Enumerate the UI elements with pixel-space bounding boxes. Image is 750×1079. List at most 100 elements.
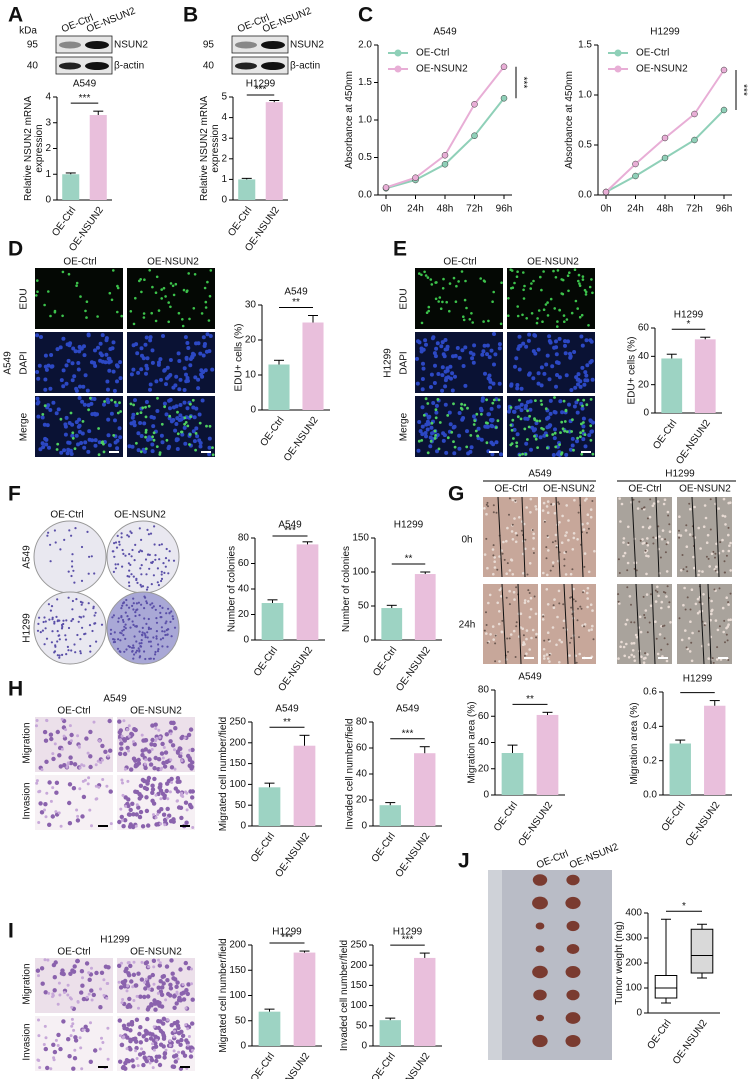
cell [570,430,573,433]
colony [160,626,163,629]
cell [134,1049,138,1053]
cell [143,738,149,743]
cell [565,531,568,534]
cell [496,601,500,605]
cell [426,451,430,455]
cell [517,334,522,339]
cell [42,422,47,427]
y-tick-label: 20 [238,609,250,620]
colony [147,553,150,556]
y-tick-label: 1.5 [578,40,592,51]
cell [139,794,144,799]
cell [626,586,629,589]
cell [67,821,73,826]
cell [500,630,504,634]
colony [70,534,73,537]
cell [642,657,646,660]
cell [493,352,498,357]
cell [575,410,580,415]
y-tick-label: 100 [229,990,246,1001]
cell [703,504,707,507]
cell [161,1021,166,1026]
colony [129,563,132,567]
cell [558,638,561,642]
cell [144,335,149,340]
cell [105,996,109,1000]
cell [584,338,589,343]
cell [38,447,43,452]
cell [202,344,207,348]
cell [173,428,178,433]
cell [557,501,560,504]
cell [445,368,450,373]
cell [442,433,447,438]
cell [518,398,521,402]
cell [146,823,151,828]
point [632,160,639,168]
cell [207,452,212,457]
cell [161,981,166,986]
significance: *** [737,84,748,96]
cell [52,1049,58,1055]
cell [76,814,80,818]
cell [492,554,495,557]
cell [652,542,655,545]
colony [138,642,141,645]
cell [100,353,104,358]
panel-letter: D [8,238,23,261]
cell [56,1044,60,1047]
cell [490,452,495,457]
cell [161,1034,167,1040]
cell [586,513,590,516]
y-tick-label: 50 [358,601,370,612]
cell [656,585,659,589]
cell [714,619,718,622]
cell [172,293,176,297]
cell [441,287,445,290]
cell [570,443,575,448]
cell [634,633,638,637]
cell [524,538,527,541]
cell [542,427,545,431]
cell [560,451,564,455]
cell [86,782,90,786]
cell [576,382,580,387]
cell [51,400,56,405]
y-tick-label: 20 [245,335,257,346]
cell [626,569,629,572]
colony [143,617,146,620]
cell [668,523,671,526]
colony [165,620,168,623]
legend-marker [614,49,622,57]
cell [112,388,117,393]
cell [142,785,148,791]
cell [89,396,92,400]
tumor [566,874,580,886]
cell [35,781,39,785]
colony [41,629,45,632]
cell [583,433,587,436]
cell [729,541,732,545]
cell [494,426,498,429]
cell [589,438,593,442]
cell [579,334,584,339]
colony [163,630,166,633]
colony [121,629,124,632]
cell [542,571,545,575]
cell [142,994,147,1000]
micrograph [677,497,732,577]
cell [434,434,437,437]
cell [511,538,515,541]
cell [87,992,91,996]
colony [131,646,134,649]
cell [428,444,433,449]
cell [726,639,729,642]
colony [49,543,52,546]
cell [135,441,138,445]
plate [33,520,107,594]
cell [134,812,139,817]
cell [63,991,66,994]
cell [59,378,64,383]
cell [149,1002,154,1007]
cell [486,566,489,570]
